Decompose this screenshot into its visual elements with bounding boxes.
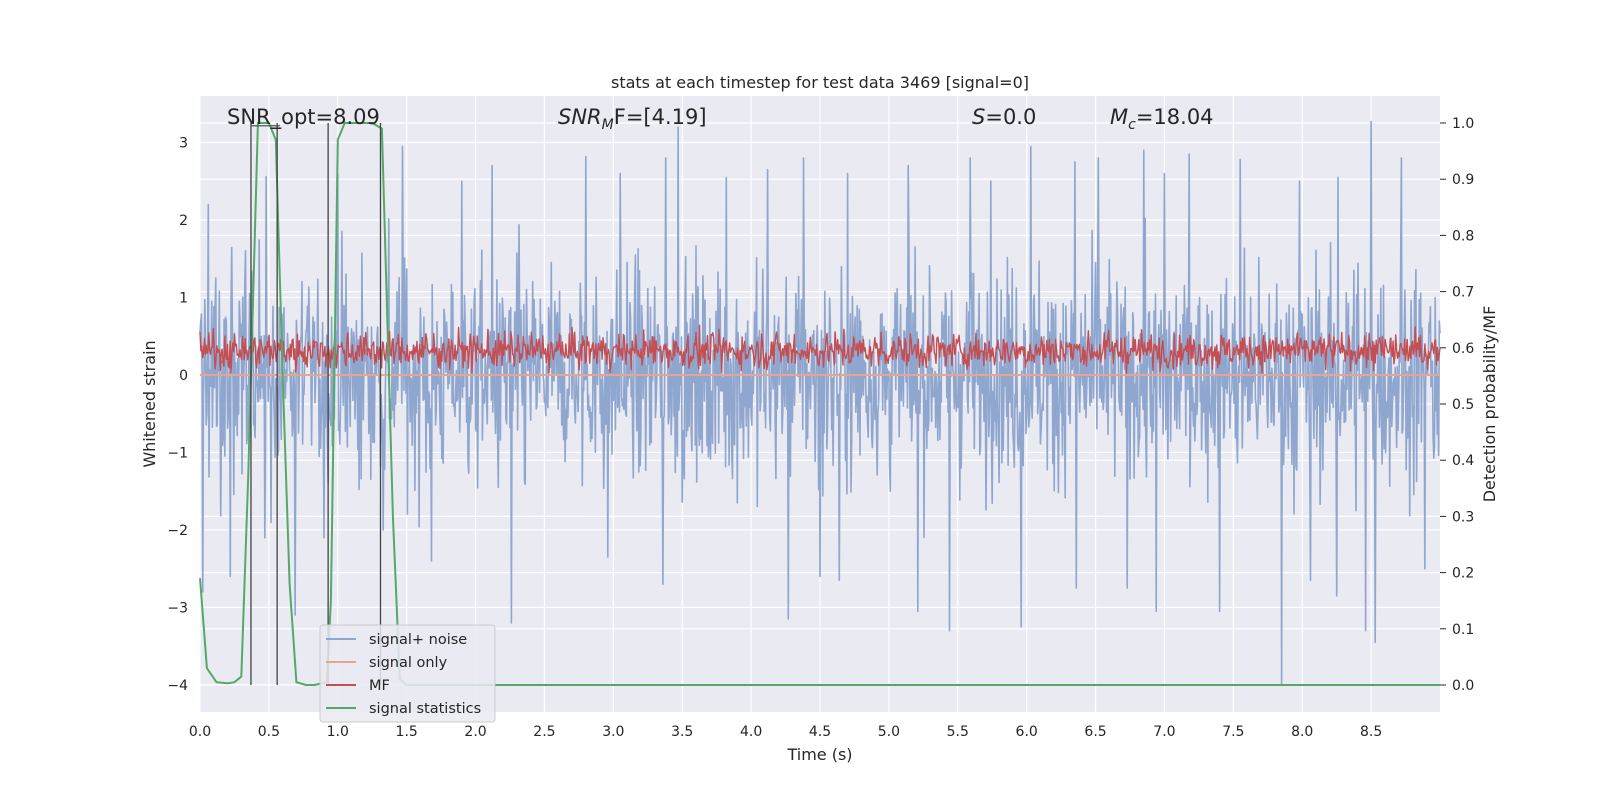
ticks-layer: 0.0 0.5 1.0 1.5 2.0 2.5 3.0 3.5 4.0 4.5 5.0 5.5 6.0 6… xyxy=(167,116,1474,740)
series-layer xyxy=(199,120,1441,686)
x-tick-label: 5.5 xyxy=(947,724,969,740)
legend-label-signal-noise: signal+ noise xyxy=(369,632,467,648)
y-tick-label: 1 xyxy=(179,290,188,306)
x-tick-label: 8.5 xyxy=(1360,724,1382,740)
annotation-snr-opt: SNR_opt=8.09 xyxy=(227,105,380,130)
series-mf xyxy=(199,324,1441,374)
legend-label-signal-only: signal only xyxy=(369,655,448,671)
x-tick-label: 6.5 xyxy=(1084,724,1106,740)
y-tick-label: −4 xyxy=(167,678,188,694)
x-tick-label: 8.0 xyxy=(1291,724,1313,740)
y-right-tick-label: 0.9 xyxy=(1452,172,1474,188)
y-right-tick-label: 0.2 xyxy=(1452,566,1474,582)
y-tick-label: −1 xyxy=(167,445,188,461)
x-tick-label: 5.0 xyxy=(878,724,900,740)
x-axis-label: Time (s) xyxy=(786,745,852,764)
chart-title: stats at each timestep for test data 346… xyxy=(611,73,1029,92)
series-signal-statistics xyxy=(199,122,1440,686)
y-tick-label: −2 xyxy=(167,523,188,539)
annotation-s-stat: S=0.0 xyxy=(972,105,1036,129)
legend: signal+ noise signal only MF signal stat… xyxy=(319,624,496,723)
annotation-mc: Mc=18.04 xyxy=(1110,105,1214,133)
y-right-tick-label: 1.0 xyxy=(1452,116,1474,132)
legend-label-mf: MF xyxy=(369,678,390,694)
x-tick-label: 1.5 xyxy=(396,724,418,740)
x-tick-label: 7.5 xyxy=(1222,724,1244,740)
x-tick-label: 7.0 xyxy=(1153,724,1175,740)
legend-label-signal-statistics: signal statistics xyxy=(369,701,481,717)
y-tick-label: 2 xyxy=(179,213,188,229)
y-right-tick-label: 0.4 xyxy=(1452,453,1474,469)
y-tick-label: 3 xyxy=(179,135,188,151)
markers-layer xyxy=(250,122,382,686)
annotations: SNR_opt=8.09 SNRMF=[4.19] S=0.0 Mc=18.04 xyxy=(227,105,1214,133)
y-tick-label: −3 xyxy=(167,600,188,616)
x-tick-label: 6.0 xyxy=(1016,724,1038,740)
legend-box xyxy=(319,624,496,723)
y-right-tick-label: 0.1 xyxy=(1452,622,1474,638)
x-tick-label: 4.0 xyxy=(740,724,762,740)
y-right-tick-label: 0.5 xyxy=(1452,397,1474,413)
y-tick-label: 0 xyxy=(179,368,188,384)
x-tick-label: 4.5 xyxy=(809,724,831,740)
x-tick-label: 2.0 xyxy=(464,724,486,740)
y-right-tick-label: 0.3 xyxy=(1452,509,1474,525)
y-right-tick-label: 0.0 xyxy=(1452,678,1474,694)
x-tick-label: 3.5 xyxy=(671,724,693,740)
y-right-tick-label: 0.8 xyxy=(1452,228,1474,244)
annotation-snr-mf: SNRMF=[4.19] xyxy=(558,105,707,133)
x-tick-label: 0.0 xyxy=(189,724,211,740)
x-tick-label: 0.5 xyxy=(258,724,280,740)
x-tick-label: 3.0 xyxy=(602,724,624,740)
y-right-tick-label: 0.6 xyxy=(1452,341,1474,357)
x-tick-label: 2.5 xyxy=(533,724,555,740)
y-axis-label: Whitened strain xyxy=(140,340,159,467)
x-tick-label: 1.0 xyxy=(327,724,349,740)
y-axis-right-label: Detection probability/MF xyxy=(1480,306,1499,503)
y-right-tick-label: 0.7 xyxy=(1452,285,1474,301)
